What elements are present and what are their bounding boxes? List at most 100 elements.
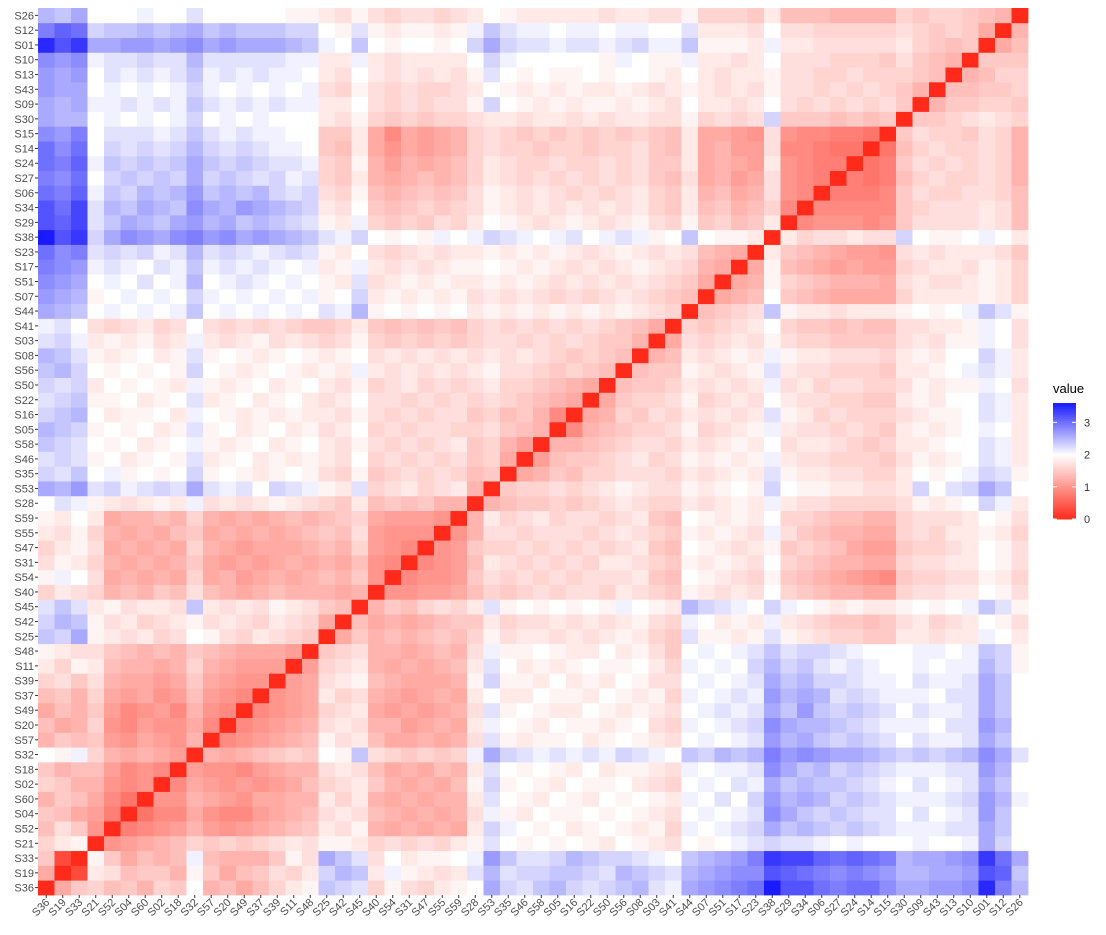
heatmap-cell — [698, 436, 715, 452]
heatmap-cell — [665, 244, 682, 260]
heatmap-cell — [87, 421, 105, 438]
heatmap-cell — [368, 835, 385, 852]
heatmap-cell — [203, 421, 220, 438]
heatmap-cell — [896, 466, 913, 482]
heatmap-cell — [516, 214, 534, 231]
heatmap-cell — [813, 436, 831, 452]
heatmap-cell — [813, 8, 831, 24]
heatmap-cell — [896, 835, 913, 852]
heatmap-cell — [945, 880, 963, 896]
heatmap-cell — [500, 52, 517, 68]
heatmap-cell — [368, 259, 385, 275]
heatmap-cell — [747, 835, 765, 852]
heatmap-cell — [318, 658, 336, 674]
heatmap-cell — [285, 81, 303, 98]
heatmap-cell — [252, 628, 270, 645]
heatmap-cell — [302, 67, 319, 83]
heatmap-cell — [830, 81, 847, 98]
y-tick-label: S41 — [14, 321, 34, 333]
heatmap-cell — [104, 525, 121, 541]
y-tick-label: S34 — [14, 203, 34, 215]
heatmap-cell — [995, 481, 1012, 497]
heatmap-cell — [467, 333, 484, 349]
heatmap-cell — [467, 850, 484, 866]
heatmap-cell — [203, 407, 220, 423]
heatmap-cell — [516, 96, 534, 112]
heatmap-cell — [285, 850, 303, 866]
heatmap-cell — [566, 170, 583, 186]
heatmap-cell — [170, 303, 187, 319]
heatmap-cell — [665, 81, 682, 98]
heatmap-cell — [467, 466, 484, 482]
heatmap-cell — [665, 318, 682, 334]
y-tick-label: S31 — [14, 557, 34, 569]
heatmap-cell — [417, 643, 435, 659]
heatmap-cell — [186, 8, 204, 24]
heatmap-cell — [104, 850, 121, 866]
heatmap-cell — [566, 421, 583, 438]
heatmap-cell — [830, 540, 847, 556]
heatmap-cell — [87, 37, 105, 53]
heatmap-cell — [450, 643, 468, 659]
heatmap-cell — [632, 702, 649, 718]
heatmap-cell — [137, 259, 154, 275]
heatmap-cell — [302, 200, 319, 216]
heatmap-cell — [318, 702, 336, 718]
heatmap-cell — [632, 303, 649, 319]
heatmap-cell — [780, 362, 798, 378]
heatmap-cell — [549, 628, 567, 645]
heatmap-cell — [533, 658, 550, 674]
heatmap-cell — [351, 111, 369, 127]
heatmap-cell — [38, 865, 55, 881]
heatmap-cell — [863, 702, 880, 718]
heatmap-cell — [599, 614, 616, 630]
heatmap-cell — [566, 599, 583, 615]
heatmap-cell — [879, 835, 897, 852]
heatmap-cell — [483, 806, 501, 822]
heatmap-cell — [747, 318, 765, 334]
heatmap-cell — [516, 865, 534, 881]
heatmap-cell — [269, 333, 286, 349]
heatmap-cell — [731, 126, 748, 142]
heatmap-cell — [170, 126, 187, 142]
heatmap-cell — [368, 377, 385, 393]
heatmap-cell — [813, 806, 831, 822]
heatmap-cell — [549, 688, 567, 704]
heatmap-cell — [285, 96, 303, 112]
heatmap-cell — [830, 466, 847, 482]
heatmap-cell — [731, 569, 748, 585]
heatmap-cell — [813, 141, 831, 157]
heatmap-cell — [351, 52, 369, 68]
heatmap-cell — [38, 259, 55, 275]
heatmap-cell — [54, 67, 72, 83]
heatmap-cell — [252, 259, 270, 275]
heatmap-cell — [450, 67, 468, 83]
heatmap-cell — [219, 599, 237, 615]
heatmap-cell — [797, 732, 814, 748]
heatmap-cell — [648, 200, 666, 216]
heatmap-cell — [516, 392, 534, 408]
heatmap-cell — [219, 628, 237, 645]
heatmap-cell — [995, 303, 1012, 319]
heatmap-cell — [71, 599, 88, 615]
heatmap-cell — [219, 37, 237, 53]
heatmap-cell — [731, 865, 748, 881]
heatmap-cell — [879, 155, 897, 172]
heatmap-cell — [137, 850, 154, 866]
heatmap-cell — [203, 141, 220, 157]
heatmap-cell — [467, 37, 484, 53]
heatmap-cell — [566, 229, 583, 245]
heatmap-cell — [318, 436, 336, 452]
heatmap-cell — [764, 673, 781, 689]
heatmap-cell — [813, 244, 831, 260]
heatmap-cell — [384, 96, 402, 112]
heatmap-cell — [566, 850, 583, 866]
heatmap-cell — [335, 554, 352, 571]
heatmap-cell — [747, 214, 765, 231]
heatmap-cell — [929, 200, 946, 216]
heatmap-cell — [780, 584, 798, 600]
heatmap-cell — [450, 259, 468, 275]
heatmap-cell — [582, 22, 600, 38]
heatmap-cell — [335, 126, 352, 142]
heatmap-cell — [747, 274, 765, 290]
